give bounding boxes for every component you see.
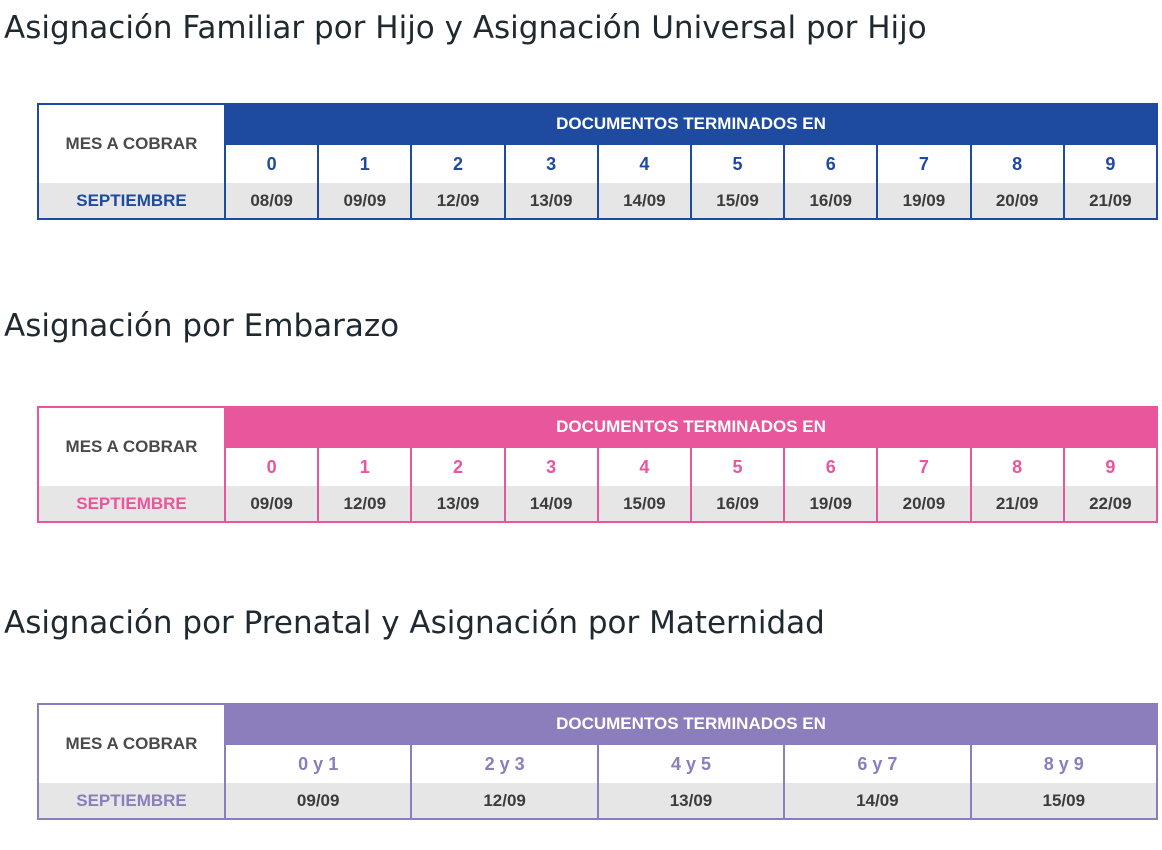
payment-calendar-table-embarazo: MES A COBRAR DOCUMENTOS TERMINADOS EN 0 … [37,406,1159,523]
date-cell: 09/09 [223,486,320,523]
date-cell: 09/09 [317,183,413,220]
date-cell: 15/09 [596,486,692,523]
documentos-header: DOCUMENTOS TERMINADOS EN [224,406,1158,448]
digit-cell: 9 [1062,447,1159,486]
date-cell: 14/09 [596,183,692,220]
digit-cell: 7 [876,144,972,183]
date-cell: 20/09 [969,183,1065,220]
date-cell: 13/09 [596,783,786,820]
digit-cell: 6 y 7 [783,744,972,783]
date-cell: 21/09 [1062,183,1159,220]
digit-cell: 3 [503,447,599,486]
date-cell: 19/09 [876,183,972,220]
digit-cell: 9 [1062,144,1159,183]
date-cell: 19/09 [783,486,879,523]
date-cell: 21/09 [969,486,1065,523]
digit-cell: 0 [223,447,320,486]
date-cell: 09/09 [223,783,413,820]
digit-cell: 2 [410,447,506,486]
month-cell: SEPTIEMBRE [37,486,226,523]
digit-cell: 3 [503,144,599,183]
date-cell: 15/09 [689,183,786,220]
digit-cell: 0 [223,144,320,183]
date-cell: 22/09 [1062,486,1159,523]
date-cell: 08/09 [223,183,320,220]
digit-cell: 4 [596,144,692,183]
digit-cell: 5 [689,144,786,183]
digit-cell: 5 [689,447,786,486]
digit-cell: 8 [969,144,1065,183]
date-cell: 14/09 [783,783,972,820]
payment-calendar-table-prenatal: MES A COBRAR DOCUMENTOS TERMINADOS EN 0 … [37,703,1159,820]
section-title-embarazo: Asignación por Embarazo [4,308,400,344]
digit-cell: 8 y 9 [969,744,1159,783]
digit-cell: 1 [317,447,413,486]
month-cell: SEPTIEMBRE [37,783,226,820]
section-title-auh: Asignación Familiar por Hijo y Asignació… [4,10,927,46]
digit-cell: 4 [596,447,692,486]
digit-cell: 2 y 3 [410,744,599,783]
mes-a-cobrar-label: MES A COBRAR [37,703,226,783]
documentos-header: DOCUMENTOS TERMINADOS EN [224,703,1158,745]
digit-cell: 4 y 5 [596,744,786,783]
payment-calendar-table-auh: MES A COBRAR DOCUMENTOS TERMINADOS EN 0 … [37,103,1159,220]
date-cell: 15/09 [969,783,1159,820]
digit-cell: 6 [783,447,879,486]
date-cell: 14/09 [503,486,599,523]
date-cell: 16/09 [689,486,786,523]
digit-cell: 7 [876,447,972,486]
date-cell: 13/09 [503,183,599,220]
mes-a-cobrar-label: MES A COBRAR [37,406,226,486]
date-cell: 16/09 [783,183,879,220]
digit-cell: 6 [783,144,879,183]
digit-cell: 0 y 1 [223,744,413,783]
section-title-prenatal-maternidad: Asignación por Prenatal y Asignación por… [4,605,825,641]
date-cell: 20/09 [876,486,972,523]
digit-cell: 2 [410,144,506,183]
documentos-header: DOCUMENTOS TERMINADOS EN [224,103,1158,145]
date-cell: 12/09 [410,183,506,220]
month-cell: SEPTIEMBRE [37,183,226,220]
digit-cell: 8 [969,447,1065,486]
mes-a-cobrar-label: MES A COBRAR [37,103,226,183]
date-cell: 12/09 [317,486,413,523]
date-cell: 13/09 [410,486,506,523]
digit-cell: 1 [317,144,413,183]
date-cell: 12/09 [410,783,599,820]
